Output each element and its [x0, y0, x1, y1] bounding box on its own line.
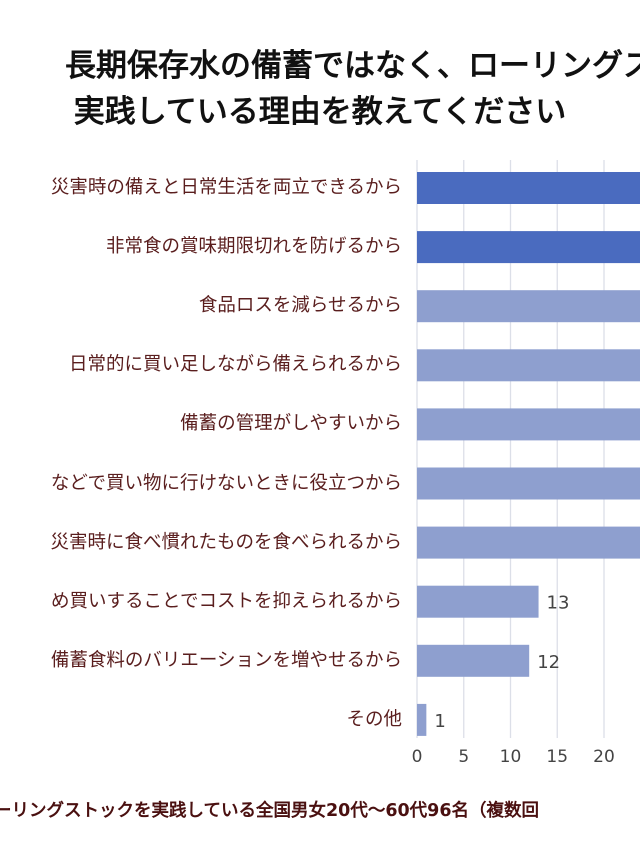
bar	[417, 585, 539, 618]
bar	[417, 644, 530, 677]
category-label: 災害時の備えと日常生活を両立できるから	[50, 176, 402, 198]
bar	[417, 349, 640, 382]
category-label: 備蓄食料のバリエーションを増やせるから	[50, 649, 402, 671]
bar	[417, 408, 640, 441]
bar	[417, 231, 640, 264]
category-label: め買いすることでコストを抑えられるから	[51, 590, 402, 612]
category-label: 食品ロスを減らせるから	[198, 294, 402, 316]
category-label: などで買い物に行けないときに役立つから	[50, 472, 402, 494]
chart-title-line-1: 長期保存水の備蓄ではなく、ローリングス	[65, 48, 640, 84]
data-label: 13	[547, 593, 570, 614]
x-tick-label: 20	[593, 747, 615, 767]
bar	[417, 172, 640, 204]
x-tick-label: 0	[412, 747, 423, 767]
data-label: 1	[434, 711, 445, 732]
bar	[417, 290, 640, 323]
x-tick-label: 10	[500, 747, 522, 767]
category-label: その他	[346, 708, 402, 730]
chart-footnote: ーリングストックを実践している全国男女20代〜60代96名（複数回	[0, 801, 540, 821]
bar	[417, 467, 640, 500]
category-label: 日常的に買い足しながら備えられるから	[68, 354, 402, 376]
data-label: 12	[537, 652, 560, 673]
category-label: 非常食の賞味期限切れを防げるから	[105, 235, 402, 257]
x-tick-label: 15	[546, 747, 568, 767]
category-label: 災害時に食べ慣れたものを食べられるから	[50, 531, 402, 553]
bar	[417, 526, 640, 559]
category-label: 備蓄の管理がしやすいから	[180, 413, 402, 435]
x-tick-label: 5	[458, 747, 469, 767]
chart-title-line-2: 実践している理由を教えてください	[73, 94, 567, 130]
bar	[417, 703, 427, 736]
